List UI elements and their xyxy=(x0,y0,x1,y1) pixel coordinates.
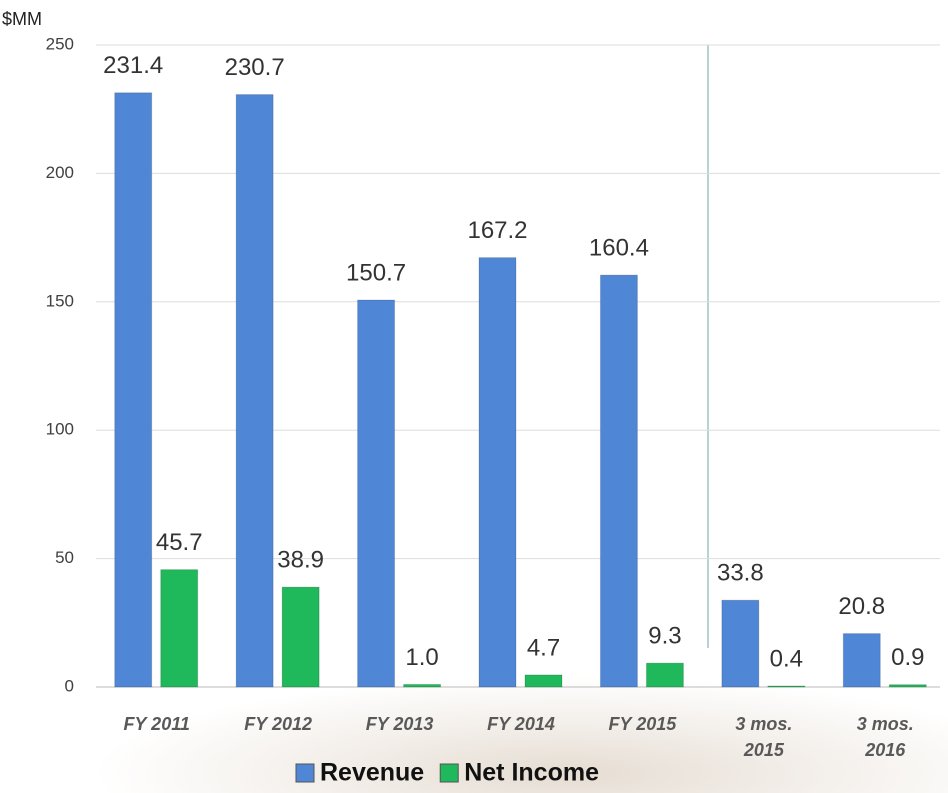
x-tick-label: FY 2011 xyxy=(123,714,190,734)
y-axis-label: $MM xyxy=(2,9,42,29)
data-label: 45.7 xyxy=(156,529,203,556)
x-tick-label: FY 2014 xyxy=(487,714,555,734)
bar xyxy=(357,299,396,688)
legend-swatch xyxy=(439,763,459,783)
bar xyxy=(524,674,563,688)
x-tick-label: 3 mos. 2015 xyxy=(735,714,793,760)
bar xyxy=(767,685,806,688)
y-tick-label: 100 xyxy=(46,420,74,439)
data-label: 20.8 xyxy=(838,593,885,620)
legend-swatch xyxy=(295,763,315,783)
data-label: 231.4 xyxy=(103,52,163,79)
x-tick-label: FY 2013 xyxy=(365,714,434,734)
data-label: 150.7 xyxy=(346,259,406,286)
data-label: 167.2 xyxy=(467,217,527,244)
data-label: 230.7 xyxy=(225,54,285,81)
bar xyxy=(599,274,638,688)
data-label: 0.9 xyxy=(891,644,924,671)
data-label: 4.7 xyxy=(527,634,560,661)
data-label: 38.9 xyxy=(277,546,324,573)
legend-label: Net Income xyxy=(464,759,599,787)
x-tick-label: FY 2012 xyxy=(244,714,312,734)
background xyxy=(0,600,948,793)
data-label: 0.4 xyxy=(770,645,803,672)
bar xyxy=(645,662,684,688)
bar xyxy=(478,257,517,688)
x-tick-label: FY 2015 xyxy=(608,714,677,734)
bar xyxy=(888,684,927,688)
bar xyxy=(842,633,881,688)
bar xyxy=(160,569,199,688)
legend: Revenue Net Income xyxy=(295,759,599,787)
bar xyxy=(721,599,760,688)
y-tick-label: 150 xyxy=(46,291,74,310)
bar xyxy=(403,683,442,688)
bar xyxy=(281,586,320,688)
x-tick-label: 3 mos. 2016 xyxy=(856,714,914,760)
data-label: 160.4 xyxy=(589,234,649,261)
bar xyxy=(114,92,153,688)
y-tick-label: 50 xyxy=(55,548,74,567)
data-label: 33.8 xyxy=(717,560,764,587)
y-tick-label: 0 xyxy=(65,676,74,695)
data-label: 1.0 xyxy=(405,644,438,671)
data-label: 9.3 xyxy=(648,622,681,649)
y-tick-label: 200 xyxy=(46,163,74,182)
bar xyxy=(235,94,274,688)
legend-label: Revenue xyxy=(320,759,424,787)
y-tick-label: 250 xyxy=(46,34,74,53)
